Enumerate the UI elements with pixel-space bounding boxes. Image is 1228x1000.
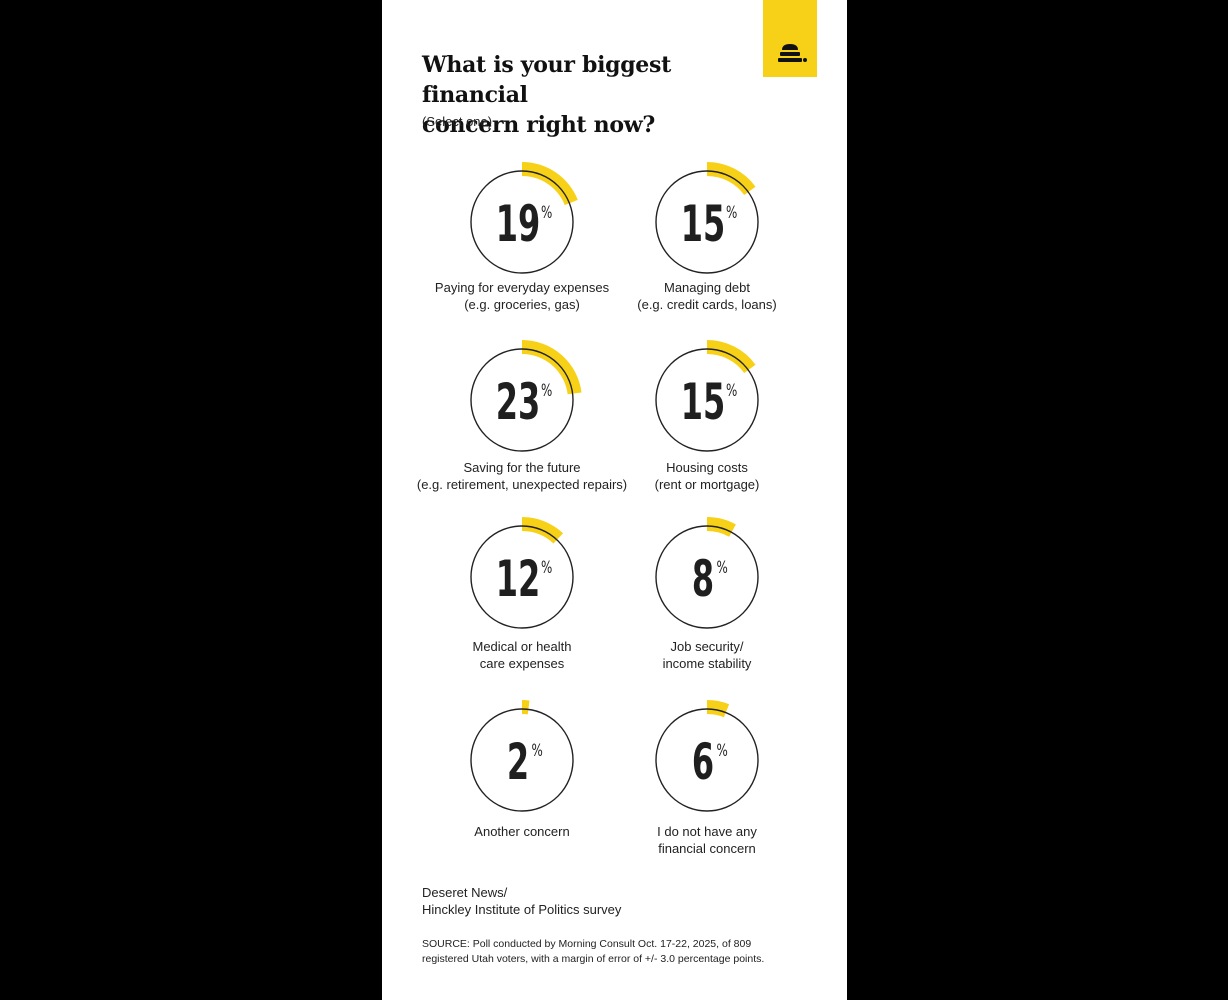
ring-outline — [470, 708, 574, 812]
percent-sign: % — [541, 381, 552, 401]
percent-value: 23 — [496, 373, 541, 431]
ring-outline — [470, 170, 574, 274]
percent-value: 15 — [681, 195, 726, 253]
label-line-1: Housing costs — [666, 460, 748, 475]
ring-label-5: Medical or health care expenses — [412, 638, 632, 672]
ring-2: 15% — [655, 162, 759, 274]
percent-arc — [707, 162, 756, 195]
ring-label-7: Another concern — [412, 823, 632, 840]
percent-sign: % — [726, 381, 737, 401]
credit-line-1: Deseret News/ — [422, 885, 508, 900]
percent-value: 12 — [496, 550, 541, 608]
ring-4: 15% — [655, 340, 759, 452]
percent-sign: % — [541, 203, 552, 223]
ring-7: 2% — [470, 700, 574, 812]
percent-value: 6 — [692, 733, 714, 791]
label-line-1: Paying for everyday expenses — [434, 280, 610, 295]
label-line-2: (e.g. groceries, gas) — [464, 297, 580, 312]
percent-value: 19 — [496, 195, 541, 253]
ring-outline — [470, 525, 574, 629]
source-line-2: registered Utah voters, with a margin of… — [422, 953, 765, 965]
label-line-2: (e.g. retirement, unexpected repairs) — [416, 477, 628, 492]
percent-value: 8 — [692, 550, 714, 608]
title-line-2: concern right now? — [422, 112, 655, 138]
infographic-card: What is your biggest financial concern r… — [382, 0, 847, 1000]
subtitle: (Select one) — [422, 114, 493, 129]
percent-arc — [707, 340, 756, 373]
page-title: What is your biggest financial concern r… — [422, 50, 752, 140]
ring-outline — [655, 348, 759, 452]
percent-arc — [522, 340, 582, 395]
ring-8: 6% — [655, 700, 759, 812]
ring-6: 8% — [655, 517, 759, 629]
percent-sign: % — [717, 741, 728, 761]
label-line-1: Job security/ — [670, 639, 744, 654]
ring-outline — [655, 525, 759, 629]
ring-label-8: I do not have any financial concern — [597, 823, 817, 857]
percent-value: 15 — [681, 373, 726, 431]
source-note: SOURCE: Poll conducted by Morning Consul… — [422, 937, 822, 967]
ring-1: 19% — [470, 162, 578, 274]
label-line-1: Managing debt — [663, 280, 750, 295]
ring-outline — [655, 708, 759, 812]
logo-badge — [763, 0, 817, 77]
credit-block: Deseret News/ Hinckley Institute of Poli… — [422, 884, 621, 918]
ring-label-1: Paying for everyday expenses (e.g. grocer… — [412, 279, 632, 313]
beehive-icon — [778, 44, 807, 62]
ring-outline — [470, 348, 574, 452]
percent-sign: % — [726, 203, 737, 223]
title-line-1: What is your biggest financial — [422, 52, 671, 108]
label-line-1: Saving for the future — [463, 460, 581, 475]
percent-arc — [522, 700, 530, 715]
ring-5: 12% — [470, 517, 574, 629]
ring-label-6: Job security/income stability — [597, 638, 817, 672]
ring-label-3: Saving for the future (e.g. retirement, u… — [412, 459, 632, 493]
percent-arc — [707, 517, 736, 537]
label-line-2: care expenses — [479, 656, 565, 671]
ring-label-2: Managing debt (e.g. credit cards, loans) — [597, 279, 817, 313]
label-line-2: (rent or mortgage) — [654, 477, 760, 492]
percent-sign: % — [532, 741, 543, 761]
radial-chart-grid: 19% 15 %23% 15 %12% 8 %2% 6% — [470, 162, 759, 812]
ring-label-4: Housing costs (rent or mortgage) — [597, 459, 817, 493]
percent-value: 2 — [507, 733, 529, 791]
ring-outline — [655, 170, 759, 274]
source-line-1: SOURCE: Poll conducted by Morning Consul… — [422, 938, 752, 950]
label-line-2: income stability — [662, 656, 752, 671]
label-line-1: Medical or health — [472, 639, 572, 654]
credit-line-2: Hinckley Institute of Politics survey — [422, 902, 622, 917]
ring-3: 23% — [470, 340, 582, 452]
percent-arc — [707, 700, 730, 718]
label-line-2: (e.g. credit cards, loans) — [637, 297, 777, 312]
label-line-1: I do not have any — [657, 824, 757, 839]
label-line-1: Another concern — [474, 824, 570, 839]
percent-sign: % — [541, 558, 552, 578]
percent-sign: % — [717, 558, 728, 578]
label-line-2: financial concern — [658, 841, 756, 856]
